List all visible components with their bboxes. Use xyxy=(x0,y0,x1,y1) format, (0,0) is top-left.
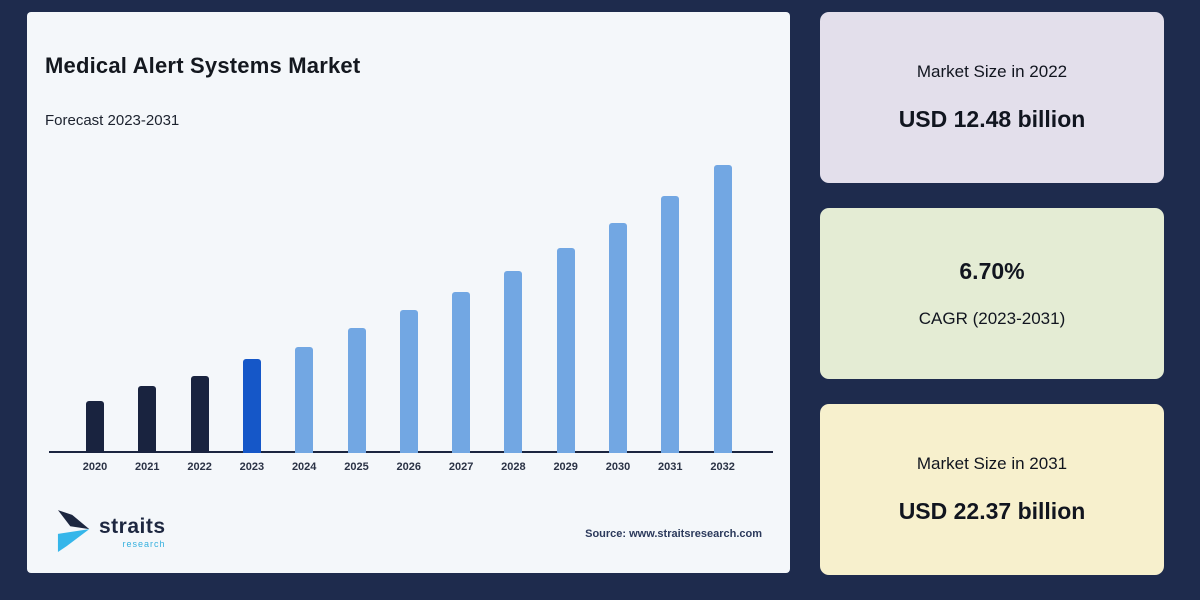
brand-logo: straits research xyxy=(57,508,166,561)
bar-2028 xyxy=(504,271,523,453)
straits-research-logo-icon xyxy=(57,508,95,561)
stat-label: CAGR (2023-2031) xyxy=(918,309,1066,328)
chart-subtitle: Forecast 2023-2031 xyxy=(45,112,180,129)
x-tick-2025: 2025 xyxy=(344,461,369,473)
stat-card-market-size-2022: Market Size in 2022 USD 12.48 billion xyxy=(820,12,1164,183)
source-note: Source: www.straitsresearch.com xyxy=(585,528,762,540)
x-tick-2028: 2028 xyxy=(501,461,526,473)
x-tick-2027: 2027 xyxy=(448,461,474,473)
bar-2021 xyxy=(138,386,157,453)
x-tick-2021: 2021 xyxy=(135,461,160,473)
bar-2025 xyxy=(347,328,366,453)
x-tick-2032: 2032 xyxy=(710,461,735,473)
brand-subname: research xyxy=(122,539,166,549)
x-tick-2030: 2030 xyxy=(605,461,631,473)
bar-2024 xyxy=(295,347,314,453)
chart-card: Medical Alert Systems Market Forecast 20… xyxy=(27,12,790,573)
x-tick-2020: 2020 xyxy=(82,461,108,473)
bar-2023 xyxy=(242,359,261,453)
x-tick-2031: 2031 xyxy=(658,461,683,473)
stat-value: 6.70% xyxy=(959,258,1025,284)
x-tick-2023: 2023 xyxy=(239,461,265,473)
stat-label: Market Size in 2031 xyxy=(916,454,1068,473)
x-tick-2026: 2026 xyxy=(396,461,422,473)
x-tick-2029: 2029 xyxy=(553,461,578,473)
x-tick-2024: 2024 xyxy=(291,461,317,473)
stat-label: Market Size in 2022 xyxy=(916,62,1068,81)
bar-2031 xyxy=(661,196,680,453)
plot-area: 2020 2021 2022 2023 2024 2025 2026 2027 2028 2029… xyxy=(27,12,790,573)
stat-value: USD 22.37 billion xyxy=(898,498,1086,524)
bar-2032 xyxy=(713,165,732,453)
bar-2027 xyxy=(452,292,471,453)
bar-2029 xyxy=(556,248,575,453)
page-title: Medical Alert Systems Market xyxy=(45,52,361,78)
x-tick-2022: 2022 xyxy=(187,461,212,473)
bar-2020 xyxy=(86,401,104,453)
bar-2030 xyxy=(609,223,627,453)
stat-value: USD 12.48 billion xyxy=(898,106,1086,132)
stat-card-cagr: 6.70% CAGR (2023-2031) xyxy=(820,208,1164,379)
bar-2022 xyxy=(190,376,209,453)
bar-2026 xyxy=(399,310,418,453)
brand-name: straits xyxy=(99,515,166,538)
stat-card-market-size-2031: Market Size in 2031 USD 22.37 billion xyxy=(820,404,1164,575)
